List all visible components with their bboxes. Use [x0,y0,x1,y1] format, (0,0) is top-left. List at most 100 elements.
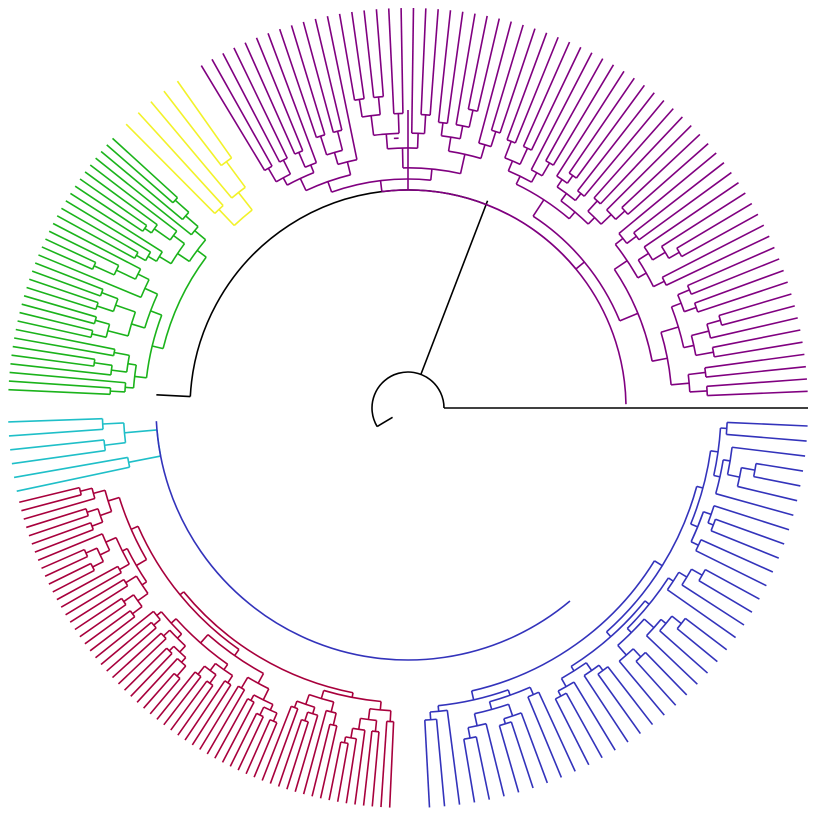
tree-leaf-branch [676,628,718,663]
tree-leaf-branch [302,710,327,795]
clade-crimson [19,486,395,808]
tree-leaf-branch [290,25,326,136]
tree-internal-branch [262,688,270,701]
tree-arc [220,157,233,167]
subclade [74,164,178,241]
tree-internal-branch [320,690,325,699]
tree-leaf-branch [8,380,111,389]
root-arc [371,371,445,427]
tree-leaf-branch [659,630,709,674]
tree-leaf-branch [514,36,559,144]
tree-leaf-branch [326,16,358,160]
tree-leaf-branch [710,317,798,339]
tree-internal-branch [346,161,352,175]
subclade [504,32,808,397]
tree-internal-branch [209,663,217,671]
tree-arc [169,629,186,647]
subclade [37,533,111,593]
subclade [338,8,404,137]
tree-leaf-branch [130,652,173,697]
tree-internal-branch [574,193,582,201]
tree-internal-branch [128,455,161,464]
tree-internal-branch [696,485,704,489]
subclade [645,615,728,685]
tree-internal-branch [710,450,719,453]
subclade [643,182,759,261]
tree-leaf-branch [106,627,157,672]
tree-internal-branch [653,280,665,288]
subclade [17,295,111,339]
tree-internal-branch [437,705,440,712]
tree-leaf-branch [206,689,246,755]
tree-leaf-branch [52,222,141,270]
tree-arc [104,490,113,512]
tree-leaf-branch [286,721,310,790]
tree-arc [123,579,129,587]
tree-leaf-branch [13,456,128,479]
subclade [156,662,234,746]
tree-leaf-branch [156,671,196,720]
tree-leaf-branch [163,676,202,726]
subclade [670,246,803,358]
subclade [125,112,224,215]
tree-internal-branch [125,575,137,584]
tree-arc [661,276,667,286]
tree-leaf-branch [60,571,122,608]
tree-leaf-branch [44,555,88,577]
tree-internal-branch [240,676,249,689]
tree-internal-branch [134,375,147,379]
subclade [21,295,98,325]
tree-leaf-branch [95,157,192,236]
tree-internal-branch [504,141,512,159]
tree-leaf-branch [106,144,174,204]
subclade [31,521,95,553]
tree-leaf-branch [704,353,805,369]
tree-internal-branch [507,689,511,696]
subclade [681,568,760,626]
subclade [498,721,534,793]
subclade [95,610,187,715]
tree-internal-branch [111,369,127,373]
subclade [328,736,358,804]
tree-internal-branch [351,692,354,698]
tree-arc [670,306,685,348]
subclade [229,706,278,778]
tree-leaf-branch [69,585,129,623]
tree-leaf-branch [576,92,655,192]
tree-arc [83,549,89,557]
tree-internal-branch [311,706,316,714]
subclade [545,58,615,166]
tree-internal-branch [127,362,137,366]
tree-internal-branch [91,333,107,339]
tree-internal-branch [587,217,596,225]
tree-internal-branch [652,251,666,261]
subclade [84,610,136,652]
subclade [338,8,536,175]
subclade [666,568,760,639]
subclade [74,171,158,234]
tree-arc [253,694,274,706]
subclade [554,421,808,766]
tree-leaf-branch [714,341,803,358]
tree-internal-branch [374,720,378,732]
tree-leaf-branch [583,100,665,197]
tree-leaf-branch [48,230,120,267]
tree-leaf-branch [267,33,318,164]
tree-leaf-branch [726,433,807,442]
tree-internal-branch [92,560,104,568]
tree-internal-branch [121,547,128,552]
subclade [10,439,107,465]
blue-main-arc [155,421,571,661]
subclade [676,617,728,663]
tree-internal-branch [102,422,124,425]
tree-internal-branch [259,706,265,716]
tree-internal-branch [343,736,347,743]
tree-internal-branch [691,330,710,337]
tree-internal-branch [150,310,163,316]
tree-internal-branch [570,665,575,672]
subclade [498,712,549,793]
tree-internal-branch [99,510,112,517]
tree-internal-branch [357,718,362,730]
tree-arc [113,265,120,276]
